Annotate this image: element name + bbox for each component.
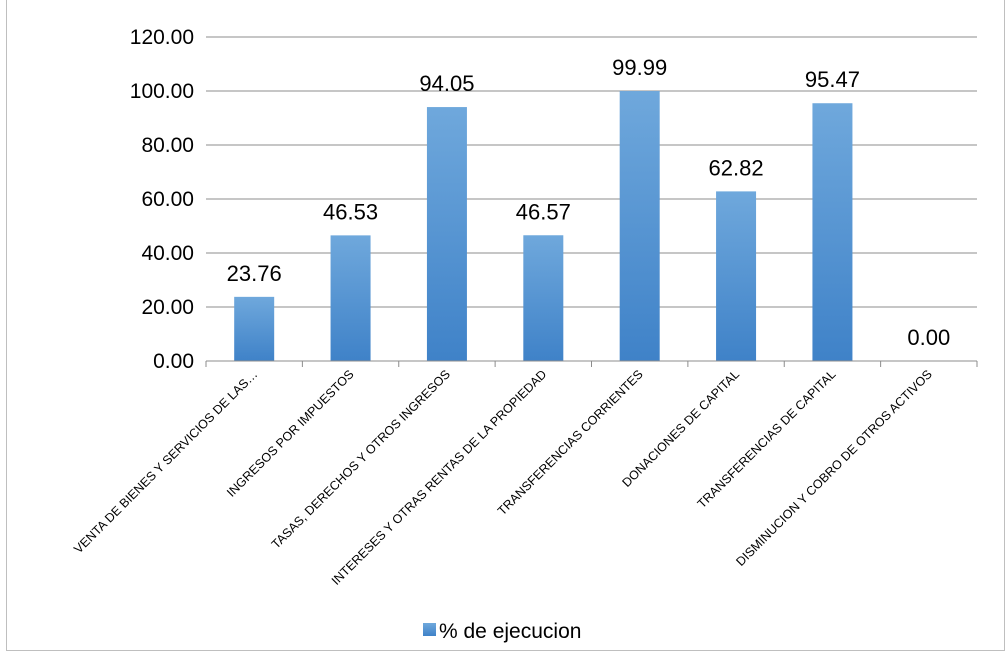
gridlines bbox=[205, 36, 978, 367]
data-label: 23.76 bbox=[227, 261, 282, 286]
x-category-label: DISMINUCION Y COBRO DE OTROS ACTIVOS bbox=[733, 367, 935, 569]
bar bbox=[426, 107, 467, 361]
bar bbox=[234, 296, 275, 361]
data-label: 62.82 bbox=[709, 155, 764, 180]
y-tick-label: 40.00 bbox=[141, 242, 194, 265]
data-label: 46.57 bbox=[516, 199, 571, 224]
bar bbox=[619, 91, 660, 361]
legend-label: % de ejecucion bbox=[439, 620, 581, 643]
bar bbox=[812, 103, 853, 361]
bar bbox=[716, 191, 757, 361]
data-label: 0.00 bbox=[907, 325, 950, 350]
x-axis-categories: VENTA DE BIENES Y SERVICIOS DE LAS…INGRE… bbox=[71, 367, 935, 588]
data-labels: 23.76 46.53 94.05 46.57 99.99 62.82 95.47 0.00 bbox=[227, 55, 951, 350]
y-tick-label: 100.00 bbox=[130, 80, 194, 103]
y-tick-label: 0.00 bbox=[153, 350, 194, 373]
bar bbox=[523, 235, 564, 361]
x-category-label: TASAS, DERECHOS Y OTROS INGRESOS bbox=[269, 367, 453, 551]
bar-chart: 0.00 20.00 40.00 60.00 80.00 100.00 120.00 23.… bbox=[71, 26, 978, 643]
bars bbox=[234, 91, 853, 361]
data-label: 94.05 bbox=[419, 71, 474, 96]
data-label: 46.53 bbox=[323, 199, 378, 224]
x-category-label: VENTA DE BIENES Y SERVICIOS DE LAS… bbox=[71, 367, 260, 556]
x-category-label: INTERESES Y OTRAS RENTAS DE LA PROPIEDAD bbox=[329, 367, 550, 588]
y-tick-label: 60.00 bbox=[141, 188, 194, 211]
legend-swatch bbox=[423, 623, 436, 636]
data-label: 95.47 bbox=[805, 67, 860, 92]
y-axis-ticks: 0.00 20.00 40.00 60.00 80.00 100.00 120.00 bbox=[130, 26, 194, 373]
bar bbox=[330, 235, 371, 361]
y-tick-label: 20.00 bbox=[141, 296, 194, 319]
y-tick-label: 80.00 bbox=[141, 134, 194, 157]
chart-frame: 0.00 20.00 40.00 60.00 80.00 100.00 120.00 23.… bbox=[6, 0, 1005, 651]
legend: % de ejecucion bbox=[423, 620, 581, 643]
y-tick-label: 120.00 bbox=[130, 26, 194, 49]
data-label: 99.99 bbox=[612, 55, 667, 80]
